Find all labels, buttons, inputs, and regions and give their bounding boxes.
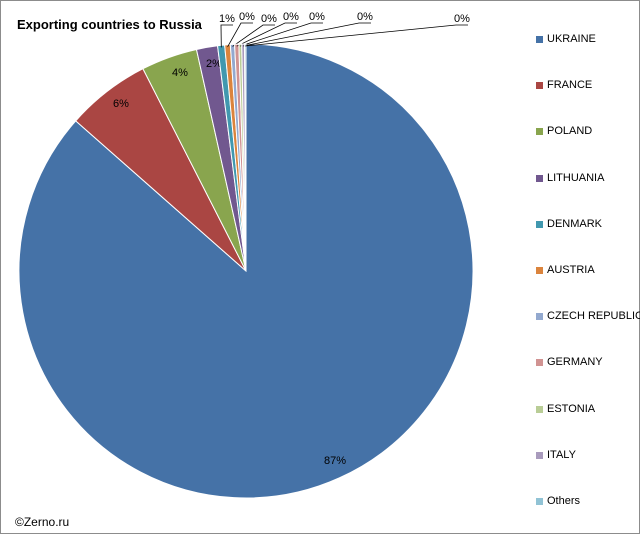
legend-label: UKRAINE	[547, 33, 596, 45]
legend-label: LITHUANIA	[547, 171, 605, 184]
legend-swatch	[536, 266, 543, 274]
legend-swatch	[536, 359, 543, 367]
legend-swatch	[536, 220, 543, 228]
legend-label: CZECH REPUBLIC	[547, 310, 640, 323]
legend-label: FRANCE	[547, 79, 593, 92]
label-leader-line	[240, 22, 323, 47]
slice-data-label: 0%	[261, 13, 277, 25]
pie-slice-others	[244, 43, 247, 272]
legend-swatch	[536, 405, 543, 413]
legend-item-poland: POLAND	[536, 125, 640, 171]
legend-label: AUSTRIA	[547, 263, 595, 276]
legend-item-others: Others	[536, 495, 640, 541]
legend-label: Others	[547, 494, 581, 507]
legend-swatch	[536, 128, 543, 136]
slice-data-label: 0%	[357, 11, 373, 23]
chart-title: Exporting countries to Russia	[17, 17, 202, 32]
slice-data-label: 0%	[454, 13, 470, 25]
legend-item-estonia: ESTONIA	[536, 403, 640, 449]
legend-label: DENMARK	[547, 217, 603, 230]
legend-swatch	[536, 36, 543, 43]
legend-label: POLAND	[547, 125, 593, 138]
label-leader-line	[220, 24, 233, 48]
legend-swatch	[536, 497, 543, 505]
slice-data-label: 1%	[219, 13, 235, 25]
label-leader-line	[227, 22, 253, 47]
source-credit: ©Zerno.ru	[15, 515, 70, 529]
label-leader-line	[245, 24, 468, 47]
label-leader-line	[236, 22, 297, 47]
slice-data-label: 0%	[283, 11, 299, 23]
legend-item-italy: ITALY	[536, 449, 640, 495]
legend-item-czech-republic: CZECH REPUBLIC	[536, 310, 640, 356]
slice-data-label: 4%	[172, 67, 188, 79]
slice-data-label: 0%	[239, 11, 255, 23]
legend-swatch	[536, 451, 543, 459]
legend-item-germany: GERMANY	[536, 356, 640, 402]
label-leader-line	[232, 24, 275, 47]
legend-item-lithuania: LITHUANIA	[536, 172, 640, 218]
legend-item-austria: AUSTRIA	[536, 264, 640, 310]
slice-data-label: 6%	[113, 98, 129, 110]
slice-data-label: 87%	[324, 455, 346, 467]
legend-item-france: FRANCE	[536, 79, 640, 125]
chart-legend: UKRAINE FRANCE POLAND LITHUANIA DENMARK AUSTR…	[536, 33, 640, 541]
legend-label: ESTONIA	[547, 402, 596, 415]
label-leader-line	[243, 22, 371, 47]
legend-item-denmark: DENMARK	[536, 218, 640, 264]
legend-swatch	[536, 313, 543, 321]
slice-data-label: 2%	[206, 58, 222, 70]
legend-swatch	[536, 82, 543, 90]
legend-item-ukraine: UKRAINE	[536, 33, 640, 79]
legend-label: ITALY	[547, 448, 576, 461]
legend-label: GERMANY	[547, 356, 603, 369]
slice-data-label: 0%	[309, 11, 325, 23]
legend-swatch	[536, 174, 543, 182]
